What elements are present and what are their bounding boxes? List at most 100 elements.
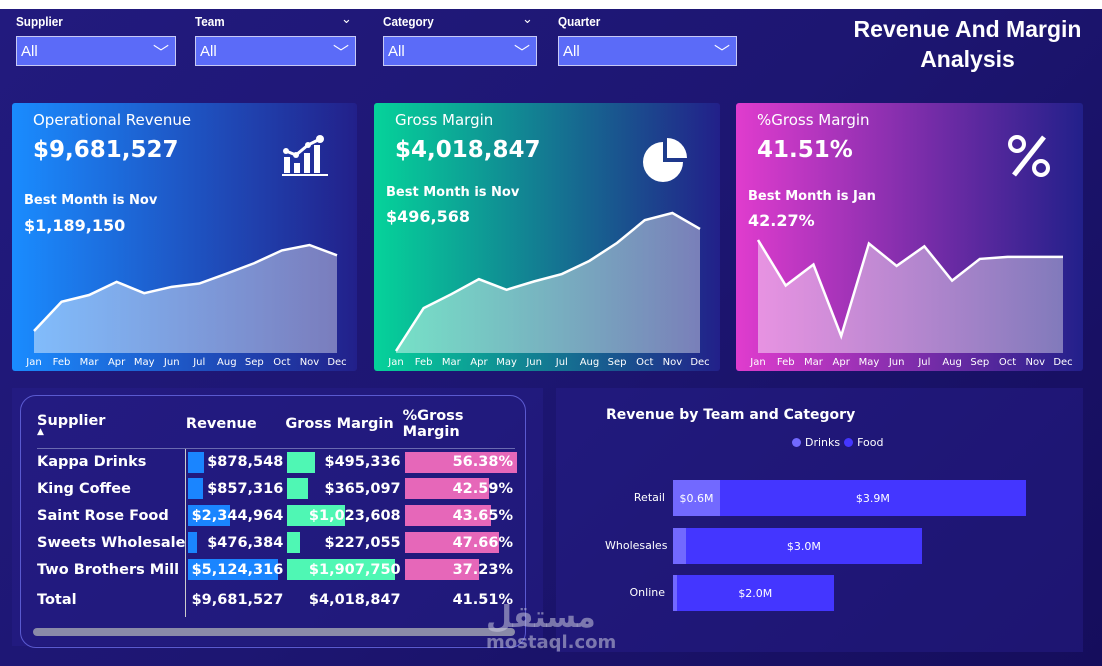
revenue-cell: $2,344,964 bbox=[186, 502, 285, 529]
pie-chart-icon bbox=[642, 136, 688, 186]
revenue-cell: $5,124,316 bbox=[186, 556, 285, 583]
bar-retail-drinks[interactable]: $0.6M bbox=[673, 480, 721, 516]
bar-online-drinks[interactable] bbox=[673, 575, 677, 611]
table-row[interactable]: Two Brothers Mill $5,124,316 $1,907,750 … bbox=[37, 556, 515, 583]
watermark-logo-text: mostaql.com bbox=[486, 632, 617, 653]
filter-dropdown[interactable]: All ﹀ bbox=[558, 36, 737, 66]
filter-label: Category bbox=[383, 14, 434, 29]
total-gross-margin: $4,018,847 bbox=[308, 592, 401, 608]
legend-food-dot bbox=[844, 438, 854, 447]
x-tick-label: Sep bbox=[608, 357, 627, 368]
x-tick-label: Jul bbox=[192, 357, 205, 368]
best-month-value: $1,189,150 bbox=[24, 216, 126, 235]
y-tick-label: Wholesales bbox=[605, 539, 668, 552]
x-tick-label: Jun bbox=[163, 357, 180, 368]
bar-online-food[interactable]: $2.0M bbox=[676, 575, 834, 611]
table-row[interactable]: Sweets Wholesale $476,384 $227,055 47.66… bbox=[37, 529, 515, 556]
filter-team: Team ⌄ All ﹀ bbox=[195, 12, 356, 66]
header-revenue[interactable]: Revenue bbox=[185, 400, 286, 449]
total-revenue: $9,681,527 bbox=[191, 592, 284, 608]
pct-gross-margin-cell: 37.23% bbox=[403, 556, 515, 583]
legend-drinks-dot bbox=[792, 438, 801, 447]
filter-dropdown[interactable]: All ﹀ bbox=[383, 36, 537, 66]
x-tick-label: Sep bbox=[245, 357, 264, 368]
filter-dropdown[interactable]: All ﹀ bbox=[16, 36, 176, 66]
top-strip bbox=[0, 0, 1102, 9]
chevron-down-icon: ﹀ bbox=[513, 45, 530, 62]
bar-wholesales-food[interactable]: $3.0M bbox=[686, 528, 922, 564]
gross-margin-cell: $1,907,750 bbox=[285, 556, 402, 583]
x-tick-label: Dec bbox=[690, 357, 709, 368]
sort-ascending-icon: ▲ bbox=[37, 426, 44, 437]
y-tick-label: Online bbox=[629, 586, 665, 599]
total-row: Total $9,681,527 $4,018,847 41.51% bbox=[37, 583, 515, 617]
x-tick-label: Nov bbox=[1026, 357, 1046, 368]
kpi-card-2: Jan Feb Mar Apr May Jun Jul Aug Sep Oct Nov Dec Gros… bbox=[374, 103, 720, 371]
x-tick-label: Dec bbox=[327, 357, 346, 368]
bar-line-chart-icon bbox=[282, 133, 328, 181]
filter-value: All bbox=[21, 43, 38, 60]
x-tick-label: Nov bbox=[663, 357, 683, 368]
area-fill bbox=[758, 240, 1063, 353]
bar-retail-food[interactable]: $3.9M bbox=[720, 480, 1026, 516]
x-tick-label: Aug bbox=[217, 357, 237, 368]
monthly-area-chart: Jan Feb Mar Apr May Jun Jul Aug Sep Oct Nov Dec bbox=[25, 243, 347, 368]
card-value: $4,018,847 bbox=[395, 137, 541, 163]
header-supplier[interactable]: Supplier ▲ bbox=[37, 400, 186, 449]
x-tick-label: Jun bbox=[888, 357, 905, 368]
chevron-down-icon: ﹀ bbox=[332, 45, 349, 62]
series-line bbox=[756, 239, 1063, 340]
kpi-card-3: Jan Feb Mar Apr May Jun Jul Aug Sep Oct Nov Dec %Gro… bbox=[736, 103, 1083, 371]
x-tick-label: Aug bbox=[580, 357, 600, 368]
revenue-cell: $857,316 bbox=[186, 475, 285, 502]
x-tick-label: Oct bbox=[273, 357, 290, 368]
pct-gross-margin-bar bbox=[404, 478, 490, 499]
x-tick-label: Dec bbox=[1053, 357, 1072, 368]
x-tick-label: Jan bbox=[387, 357, 403, 368]
legend-drinks[interactable]: Drinks bbox=[805, 436, 841, 449]
supplier-cell: Two Brothers Mill bbox=[37, 556, 187, 583]
monthly-area-chart: Jan Feb Mar Apr May Jun Jul Aug Sep Oct Nov Dec bbox=[387, 211, 710, 368]
area-fill bbox=[396, 213, 700, 353]
table-row[interactable]: Kappa Drinks $878,548 $495,336 56.38% bbox=[37, 448, 517, 475]
gross-margin-bar bbox=[287, 505, 346, 526]
x-tick-label: Mar bbox=[80, 357, 100, 368]
revenue-bar bbox=[188, 559, 279, 580]
horizontal-scrollbar[interactable] bbox=[33, 628, 515, 636]
x-tick-label: May bbox=[859, 357, 880, 368]
legend: Drinks Food bbox=[792, 436, 884, 449]
card-value: 41.51% bbox=[757, 137, 853, 163]
header-pct-gross-margin[interactable]: %Gross Margin bbox=[402, 400, 515, 449]
supplier-table: Supplier ▲ Revenue Gross Margin %Gross Ma… bbox=[20, 395, 526, 648]
x-tick-label: Oct bbox=[636, 357, 653, 368]
table-row[interactable]: Saint Rose Food $2,344,964 $1,023,608 43… bbox=[37, 502, 515, 529]
chevron-down-icon: ﹀ bbox=[152, 45, 169, 62]
pct-gross-margin-cell: 43.65% bbox=[403, 502, 515, 529]
legend-food[interactable]: Food bbox=[857, 436, 884, 449]
chevron-down-icon: ﹀ bbox=[713, 45, 730, 62]
revenue-bar bbox=[188, 451, 204, 473]
total-pct-gross-margin: 41.51% bbox=[452, 592, 513, 608]
x-tick-label: Aug bbox=[942, 357, 962, 368]
x-tick-label: Nov bbox=[300, 357, 320, 368]
card-title: %Gross Margin bbox=[757, 111, 870, 129]
x-tick-label: May bbox=[134, 357, 155, 368]
chevron-down-icon[interactable]: ⌄ bbox=[341, 12, 352, 27]
chevron-down-icon[interactable]: ⌄ bbox=[522, 12, 533, 27]
pct-gross-margin-bar bbox=[404, 451, 517, 473]
pct-gross-margin-cell: 56.38% bbox=[403, 448, 517, 475]
gross-margin-bar bbox=[287, 559, 396, 580]
revenue-bar bbox=[188, 532, 197, 553]
header-gross-margin[interactable]: Gross Margin bbox=[285, 400, 403, 449]
table-row[interactable]: King Coffee $857,316 $365,097 42.59% bbox=[37, 475, 515, 502]
revenue-cell: $878,548 bbox=[186, 448, 285, 475]
filter-label: Quarter bbox=[558, 14, 601, 29]
supplier-cell: King Coffee bbox=[37, 475, 187, 502]
bar-chart-title: Revenue by Team and Category bbox=[606, 407, 856, 423]
x-tick-label: Apr bbox=[470, 357, 488, 368]
best-month-label: Best Month is Nov bbox=[386, 185, 520, 200]
filter-supplier: Supplier All ﹀ bbox=[16, 14, 176, 66]
bar-wholesales-drinks[interactable] bbox=[673, 528, 687, 564]
percent-icon bbox=[1006, 133, 1052, 183]
filter-dropdown[interactable]: All ﹀ bbox=[195, 36, 356, 66]
